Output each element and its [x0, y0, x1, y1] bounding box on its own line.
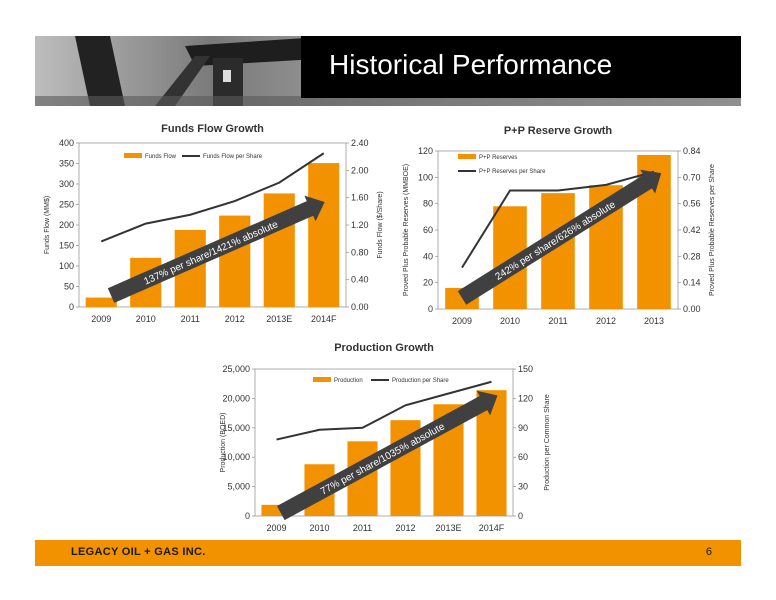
- left-tick-label: 0: [69, 302, 74, 312]
- right-tick-label: 0.56: [683, 199, 701, 209]
- chart-title: P+P Reserve Growth: [504, 125, 613, 137]
- left-tick-label: 20: [423, 278, 433, 288]
- category-label: 2009: [266, 523, 286, 533]
- growth-annotation: 137% per share/1421% absolute: [142, 219, 280, 287]
- left-tick-label: 350: [59, 159, 74, 169]
- funds-flow-chart: Funds Flow Growth 0 50 100 150 200 250 300 350 40…: [44, 123, 384, 324]
- plot-frame: [254, 368, 514, 517]
- right-tick-label: 2.00: [351, 165, 369, 175]
- legend-label-line: P+P Reserves per Share: [479, 169, 546, 175]
- left-axis-label: Production (BOED): [220, 413, 227, 473]
- left-tick-label: 0: [245, 511, 250, 521]
- left-tick-label: 0: [428, 304, 433, 314]
- category-label: 2011: [353, 523, 372, 533]
- bar: [308, 163, 340, 307]
- legend-swatch-bar: [458, 154, 476, 159]
- right-tick-label: 1.60: [351, 193, 369, 203]
- category-label: 2013: [644, 316, 664, 326]
- right-tick-label: 0.00: [351, 302, 369, 312]
- left-tick-label: 80: [423, 199, 433, 209]
- category-label: 2011: [548, 316, 567, 326]
- per-share-line: [276, 380, 492, 441]
- page-number: 6: [705, 546, 712, 558]
- footer-bar: LEGACY OIL + GAS INC. 6: [35, 540, 741, 566]
- category-label: 2014F: [479, 523, 505, 533]
- left-tick-label: 100: [59, 261, 74, 271]
- category-label: 2012: [225, 314, 245, 324]
- plot-frame: [78, 142, 347, 308]
- right-axis-label: Production per Common Share: [544, 394, 551, 491]
- category-label: 2014F: [311, 314, 337, 324]
- left-tick-label: 15,000: [222, 423, 250, 433]
- footer-company-name: LEGACY OIL + GAS INC.: [71, 546, 206, 558]
- right-axis-label: Funds Flow ($/Share): [377, 191, 384, 258]
- category-label: 2012: [395, 523, 415, 533]
- category-label: 2012: [596, 316, 616, 326]
- per-share-line: [100, 152, 325, 243]
- left-tick-label: 120: [418, 146, 433, 156]
- left-tick-label: 250: [59, 200, 74, 210]
- left-tick-label: 150: [59, 241, 74, 251]
- per-share-line: [461, 170, 655, 269]
- left-tick-label: 50: [64, 282, 74, 292]
- right-tick-label: 120: [518, 393, 533, 403]
- left-tick-label: 20,000: [222, 393, 250, 403]
- bar: [261, 504, 292, 516]
- right-tick-label: 2.40: [351, 138, 369, 148]
- slide-title: Historical Performance: [329, 49, 613, 80]
- legend-label-line: Funds Flow per Share: [203, 154, 263, 160]
- bar: [85, 297, 117, 307]
- category-label: 2010: [309, 523, 329, 533]
- left-tick-label: 10,000: [222, 452, 250, 462]
- right-tick-label: 0.28: [683, 251, 701, 261]
- right-tick-label: 1.20: [351, 220, 369, 230]
- legend-label-bar: Production: [334, 378, 363, 384]
- right-tick-label: 0.40: [351, 275, 369, 285]
- legend-swatch-bar: [313, 377, 331, 382]
- category-label: 2010: [136, 314, 156, 324]
- growth-arrow-shape: [457, 169, 662, 305]
- chart-title: Production Growth: [334, 342, 434, 354]
- right-tick-label: 60: [518, 452, 528, 462]
- right-tick-label: 0.70: [683, 172, 701, 182]
- right-tick-label: 150: [518, 364, 533, 374]
- chart-title: Funds Flow Growth: [161, 123, 264, 135]
- left-tick-label: 25,000: [222, 364, 250, 374]
- left-axis-label: Funds Flow (MM$): [44, 196, 51, 254]
- reserve-growth-chart: P+P Reserve Growth 0 20 40 60 80 100 120 0.00 0.1…: [403, 125, 716, 326]
- growth-arrow-shape: [107, 195, 325, 303]
- legend-label-bar: Funds Flow: [145, 154, 177, 160]
- right-tick-label: 90: [518, 423, 528, 433]
- growth-arrow-shape: [276, 390, 498, 521]
- category-label: 2009: [91, 314, 111, 324]
- legend-label-line: Production per Share: [392, 378, 449, 384]
- left-tick-label: 40: [423, 251, 433, 261]
- production-growth-chart: Production Growth 0 5,000 10,000 15,000 20,00…: [220, 342, 551, 533]
- title-box: Historical Performance: [301, 36, 741, 98]
- right-tick-label: 0.00: [683, 304, 701, 314]
- category-label: 2009: [452, 316, 472, 326]
- left-tick-label: 5,000: [227, 482, 250, 492]
- right-axis-label: Proved Plus Probable Reserves per Share: [709, 164, 716, 296]
- category-label: 2011: [181, 314, 200, 324]
- right-tick-label: 0.84: [683, 146, 701, 156]
- growth-annotation: 77% per share/1035% absolute: [319, 421, 447, 497]
- legend-label-bar: P+P Reserves: [479, 155, 517, 161]
- right-tick-label: 30: [518, 482, 528, 492]
- category-label: 2013E: [435, 523, 461, 533]
- category-label: 2010: [500, 316, 520, 326]
- left-tick-label: 300: [59, 179, 74, 189]
- right-tick-label: 0.14: [683, 278, 701, 288]
- growth-arrow: 77% per share/1035% absolute: [276, 390, 498, 521]
- legend-swatch-bar: [124, 153, 142, 158]
- left-tick-label: 100: [418, 172, 433, 182]
- left-tick-label: 60: [423, 225, 433, 235]
- left-axis-label: Proved Plus Probable Reserves (MMBOE): [403, 164, 410, 296]
- left-tick-label: 200: [59, 220, 74, 230]
- right-tick-label: 0: [518, 511, 523, 521]
- right-tick-label: 0.42: [683, 225, 701, 235]
- right-tick-label: 0.80: [351, 247, 369, 257]
- category-label: 2013E: [266, 314, 292, 324]
- left-tick-label: 400: [59, 138, 74, 148]
